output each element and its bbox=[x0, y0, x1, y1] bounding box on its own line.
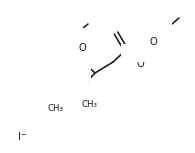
Text: CH₃: CH₃ bbox=[47, 93, 63, 101]
Text: O: O bbox=[78, 43, 86, 53]
Text: CH₃: CH₃ bbox=[82, 99, 98, 108]
Text: +: + bbox=[71, 88, 77, 97]
Text: N: N bbox=[65, 92, 73, 102]
Text: N: N bbox=[65, 92, 73, 102]
Text: O: O bbox=[149, 37, 157, 47]
Text: I⁻: I⁻ bbox=[18, 132, 26, 142]
Text: O: O bbox=[68, 56, 76, 66]
Text: I⁻: I⁻ bbox=[18, 132, 26, 142]
Text: O: O bbox=[136, 59, 144, 69]
Text: CH₃: CH₃ bbox=[48, 82, 64, 91]
Text: +: + bbox=[73, 90, 79, 99]
Text: CH₃: CH₃ bbox=[48, 103, 64, 112]
